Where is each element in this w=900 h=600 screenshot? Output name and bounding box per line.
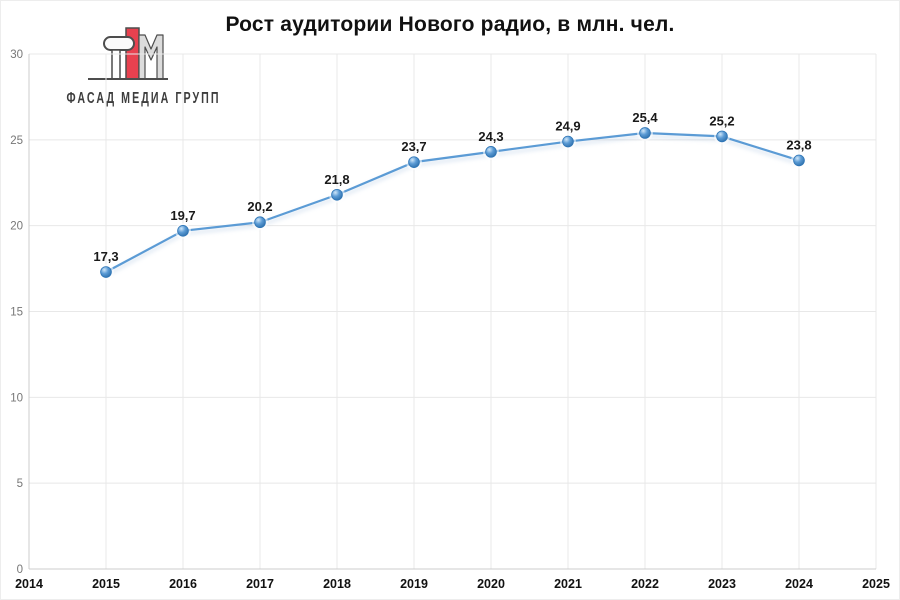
y-axis-tick-label: 15 <box>10 307 23 319</box>
data-point-marker <box>254 216 266 229</box>
x-axis-tick-label: 2025 <box>862 577 890 591</box>
data-point-marker <box>331 188 343 201</box>
data-point-marker <box>177 225 189 237</box>
company-logo: ФАСАД МЕДИА ГРУПП <box>53 23 221 108</box>
data-point-label: 17,3 <box>93 249 118 264</box>
data-point-label: 24,3 <box>478 129 503 144</box>
series-line <box>105 131 800 273</box>
data-point-label: 23,8 <box>786 137 811 152</box>
x-axis-tick-label: 2018 <box>323 577 351 591</box>
x-axis-tick-label: 2015 <box>92 577 120 591</box>
data-point-label: 24,9 <box>555 119 580 134</box>
x-axis-tick-label: 2024 <box>785 577 813 591</box>
x-axis-tick-label: 2023 <box>708 577 736 591</box>
y-axis-tick-label: 25 <box>10 135 23 147</box>
x-axis-tick-label: 2014 <box>15 577 43 591</box>
data-point-label: 19,7 <box>170 208 195 223</box>
chart-title: Рост аудитории Нового радио, в млн. чел. <box>225 13 675 36</box>
data-point-label: 25,2 <box>709 113 734 128</box>
data-point-marker <box>716 130 728 143</box>
x-axis-tick-label: 2022 <box>631 577 659 591</box>
logo-mark-icon <box>88 27 168 80</box>
y-axis-tick-label: 10 <box>10 392 23 404</box>
y-axis-tick-label: 0 <box>17 564 23 576</box>
x-axis-tick-label: 2021 <box>554 577 582 591</box>
data-point-label: 23,7 <box>401 139 426 154</box>
x-axis-tick-label: 2016 <box>169 577 197 591</box>
data-point-label: 25,4 <box>632 110 658 125</box>
data-point-marker <box>408 156 420 168</box>
y-axis-tick-label: 30 <box>10 49 23 61</box>
data-point-marker <box>639 127 651 139</box>
data-point-marker <box>562 135 574 148</box>
data-point-label: 20,2 <box>247 199 272 214</box>
y-axis-tick-label: 20 <box>10 221 23 233</box>
x-axis-tick-label: 2017 <box>246 577 274 591</box>
data-point-marker <box>485 146 497 158</box>
x-axis-tick-label: 2019 <box>400 577 428 591</box>
logo-text: ФАСАД МЕДИА ГРУПП <box>66 89 221 107</box>
data-point-label: 21,8 <box>324 172 349 187</box>
data-point-marker <box>100 266 112 278</box>
x-axis-tick-label: 2020 <box>477 577 505 591</box>
data-point-marker <box>793 154 805 167</box>
y-axis-tick-label: 5 <box>17 478 23 490</box>
